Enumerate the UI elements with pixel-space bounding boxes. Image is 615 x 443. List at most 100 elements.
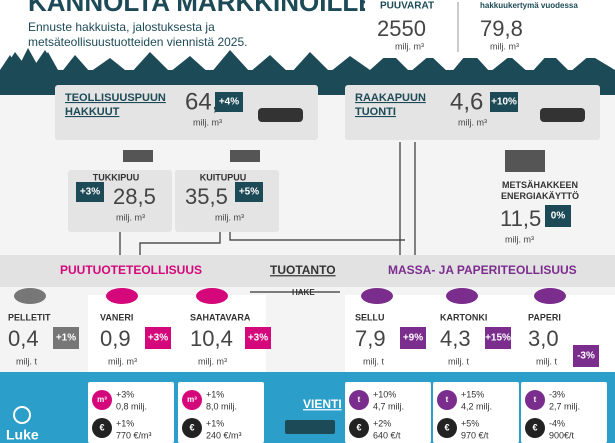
price-change: +5% bbox=[461, 418, 479, 428]
product-unit: milj. t bbox=[363, 356, 384, 366]
energy-label-line: ENERGIAKÄYTTÖ bbox=[501, 191, 579, 201]
price-icon bbox=[349, 418, 369, 438]
energy-label-line: METSÄHAKKEEN bbox=[502, 180, 578, 190]
flow-lines bbox=[119, 142, 416, 293]
change-badge bbox=[573, 345, 599, 367]
price: 770 €/m³ bbox=[116, 430, 152, 440]
change-badge bbox=[53, 327, 79, 349]
export-title: VIENTI bbox=[303, 397, 342, 411]
vehicle-icon bbox=[258, 108, 303, 122]
change-label: +15% bbox=[485, 333, 511, 344]
volume-icon bbox=[437, 390, 457, 410]
volume: 0,8 milj. bbox=[116, 401, 147, 411]
product-icon bbox=[196, 288, 228, 304]
change-badge bbox=[145, 327, 171, 349]
product-value: 0,4 bbox=[8, 326, 39, 351]
price-icon bbox=[182, 418, 202, 438]
volume-unit: m³ bbox=[187, 395, 197, 404]
wood-value: 35,5 bbox=[185, 184, 228, 209]
product-icon bbox=[106, 288, 138, 304]
price: 900€/t bbox=[549, 430, 575, 440]
wood-value: 28,5 bbox=[113, 184, 156, 209]
price-change: +1% bbox=[116, 418, 134, 428]
stock-label: hakkuukertymä vuodessa bbox=[480, 1, 578, 10]
price-icon bbox=[525, 418, 545, 438]
energy-value: 11,5 bbox=[500, 206, 541, 231]
product-label: SELLU bbox=[355, 312, 385, 322]
price: 640 €/t bbox=[373, 430, 401, 440]
subtitle: Ennuste hakkuista, jalostuksesta ja metsä… bbox=[28, 20, 247, 49]
stocks-panel bbox=[365, 0, 615, 58]
price-symbol: € bbox=[532, 422, 537, 432]
product-unit: milj. t bbox=[16, 356, 37, 366]
volume: 2,7 milj. bbox=[549, 401, 580, 411]
factory-icon bbox=[505, 150, 545, 172]
energy-unit: milj. m³ bbox=[505, 234, 534, 244]
volume-change: -3% bbox=[549, 389, 565, 399]
source-label-line: TEOLLISUUSPUUN bbox=[65, 92, 166, 104]
volume: 8,0 milj. bbox=[206, 401, 237, 411]
volume-unit: t bbox=[446, 395, 449, 404]
volume: 4,7 milj. bbox=[373, 401, 404, 411]
wood-unit: milj. m³ bbox=[215, 212, 244, 222]
volume-unit: t bbox=[534, 395, 537, 404]
volume-icon bbox=[525, 390, 545, 410]
source-label-line: RAAKAPUUN bbox=[355, 92, 426, 104]
change-badge bbox=[485, 327, 511, 349]
change-label: +3% bbox=[148, 333, 168, 344]
pulp-products-panel bbox=[345, 295, 615, 372]
ship-icon bbox=[285, 420, 335, 434]
product-unit: milj. t bbox=[448, 356, 469, 366]
wood-label: KUITUPUU bbox=[200, 172, 247, 182]
price: 970 €/t bbox=[461, 430, 489, 440]
stock-unit: milj. m³ bbox=[395, 41, 424, 51]
source-label: TEOLLISUUSPUUN HAKKUUT bbox=[65, 92, 166, 118]
source-unit: milj. m³ bbox=[458, 117, 487, 127]
wood-unit: milj. m³ bbox=[116, 212, 145, 222]
price-change: +1% bbox=[206, 418, 224, 428]
energy-label: METSÄHAKKEEN ENERGIAKÄYTTÖ bbox=[501, 180, 579, 201]
title: KANNOLTA MARKKINOILLE bbox=[28, 0, 376, 17]
change-badge bbox=[76, 182, 104, 202]
volume-change: +1% bbox=[206, 389, 224, 399]
product-icon bbox=[534, 288, 566, 304]
change-label: +5% bbox=[239, 187, 259, 198]
price-symbol: € bbox=[356, 422, 361, 432]
stock-value: 2550 bbox=[377, 16, 426, 41]
chips-label: HAKE bbox=[292, 288, 315, 297]
product-value: 0,9 bbox=[100, 326, 131, 351]
price-icon bbox=[92, 418, 112, 438]
stock-unit: milj. m³ bbox=[490, 41, 519, 51]
log-icon bbox=[230, 150, 260, 162]
change-label: +3% bbox=[80, 187, 100, 198]
source-box bbox=[55, 85, 318, 140]
product-label: PELLETIT bbox=[8, 312, 51, 322]
price-change: +2% bbox=[373, 418, 391, 428]
product-unit: milj. t bbox=[536, 356, 557, 366]
log-icon bbox=[123, 150, 153, 162]
volume: 4,2 milj. bbox=[461, 401, 492, 411]
source-label: RAAKAPUUN TUONTI bbox=[355, 92, 426, 118]
change-label: +4% bbox=[219, 97, 239, 108]
product-value: 10,4 bbox=[190, 326, 233, 351]
wood-label: TUKKIPUU bbox=[93, 172, 140, 182]
change-badge bbox=[490, 92, 518, 112]
change-label: 0% bbox=[551, 211, 566, 222]
section-title: PUUTUOTETEOLLISUUS bbox=[60, 263, 202, 277]
flow-arrows bbox=[119, 142, 416, 293]
volume-change: +15% bbox=[461, 389, 484, 399]
change-badge bbox=[545, 205, 571, 227]
subtitle-line: metsäteollisuustuotteiden viennistä 2025… bbox=[28, 35, 247, 49]
volume-unit: t bbox=[358, 395, 361, 404]
price: 240 €/m³ bbox=[206, 430, 242, 440]
stock-label: PUUVARAT bbox=[380, 1, 434, 12]
section-title: MASSA- JA PAPERITEOLLISUUS bbox=[388, 263, 577, 277]
change-label: +1% bbox=[56, 333, 76, 344]
product-label: KARTONKI bbox=[440, 312, 487, 322]
price-symbol: € bbox=[99, 422, 104, 432]
product-icon bbox=[446, 288, 478, 304]
production-band bbox=[0, 255, 615, 287]
product-label: SAHATAVARA bbox=[190, 312, 251, 322]
price-change: -4% bbox=[549, 418, 565, 428]
